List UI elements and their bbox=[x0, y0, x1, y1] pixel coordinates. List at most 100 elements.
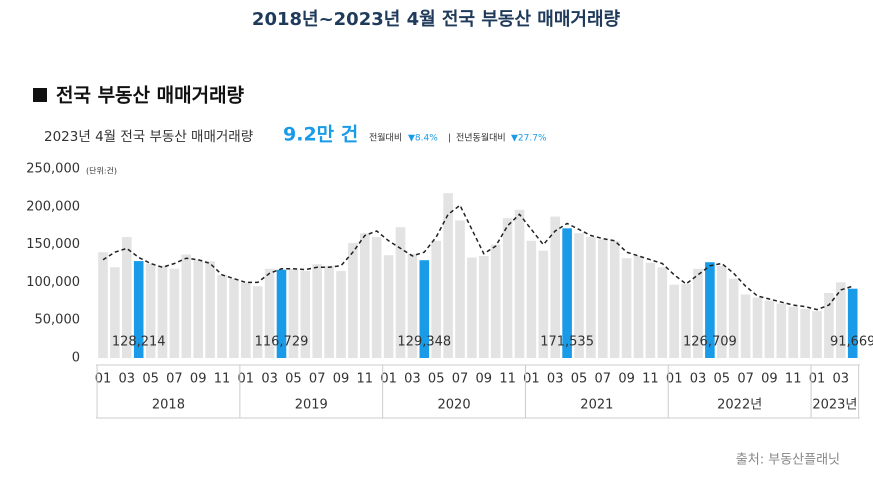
x-tick-label: 07 bbox=[595, 372, 612, 387]
bar bbox=[324, 265, 334, 358]
x-tick-label: 09 bbox=[190, 372, 207, 387]
x-tick-label: 01 bbox=[809, 372, 826, 387]
bar bbox=[812, 311, 822, 358]
bar bbox=[550, 216, 560, 358]
x-tick-label: 09 bbox=[618, 372, 635, 387]
x-tick-label: 03 bbox=[833, 372, 850, 387]
group-label: 2019 bbox=[295, 398, 328, 413]
bar bbox=[312, 264, 322, 358]
bar bbox=[824, 292, 834, 358]
bar bbox=[764, 300, 775, 358]
note: 전월대비 bbox=[369, 132, 402, 144]
bar bbox=[538, 250, 549, 358]
bar bbox=[360, 233, 370, 358]
x-tick-label: 11 bbox=[499, 372, 516, 387]
headline: 9.2만 건 bbox=[283, 124, 358, 146]
note: | bbox=[448, 134, 451, 144]
x-tick-label: 05 bbox=[285, 372, 302, 387]
unit: (단위:건) bbox=[86, 166, 117, 176]
x-tick-label: 03 bbox=[261, 372, 278, 387]
bar bbox=[621, 258, 632, 358]
bar bbox=[288, 268, 299, 358]
x-tick-label: 11 bbox=[357, 372, 374, 387]
bar bbox=[562, 228, 572, 358]
page-title: 2018년~2023년 4월 전국 부동산 매매거래량 bbox=[252, 9, 621, 30]
bar bbox=[407, 253, 418, 358]
x-tick-label: 03 bbox=[404, 372, 421, 387]
bar bbox=[479, 255, 489, 358]
bar bbox=[169, 268, 180, 358]
bar bbox=[157, 265, 168, 358]
bar bbox=[633, 255, 644, 358]
y-tick-label: 0 bbox=[72, 351, 80, 366]
bar bbox=[300, 271, 311, 358]
bar bbox=[598, 239, 608, 358]
value-label: 128,214 bbox=[112, 335, 166, 350]
value-label: 91,669 bbox=[830, 335, 873, 350]
bar bbox=[371, 237, 382, 358]
x-tick-label: 11 bbox=[214, 372, 231, 387]
bar bbox=[693, 268, 703, 358]
source: 출처: 부동산플래닛 bbox=[736, 453, 840, 468]
x-tick-label: 09 bbox=[761, 372, 778, 387]
subtitle: 2023년 4월 전국 부동산 매매거래량 bbox=[44, 129, 253, 145]
bar bbox=[264, 268, 275, 358]
bar bbox=[122, 237, 132, 358]
bar bbox=[574, 233, 584, 358]
title-square bbox=[33, 88, 47, 102]
x-tick-label: 07 bbox=[452, 372, 469, 387]
bar bbox=[728, 278, 739, 358]
bar bbox=[681, 283, 691, 358]
chart-title: 전국 부동산 매매거래량 bbox=[56, 85, 245, 107]
group-label: 2023년 bbox=[812, 398, 857, 413]
x-tick-label: 07 bbox=[737, 372, 754, 387]
bar bbox=[740, 294, 751, 358]
bar bbox=[252, 286, 263, 358]
x-tick-label: 11 bbox=[642, 372, 659, 387]
bar bbox=[110, 267, 120, 358]
bar bbox=[669, 284, 679, 358]
bar bbox=[133, 261, 144, 358]
x-tick-label: 07 bbox=[166, 372, 183, 387]
bar bbox=[645, 262, 656, 358]
value-label: 116,729 bbox=[255, 335, 309, 350]
x-tick-label: 09 bbox=[476, 372, 493, 387]
x-tick-label: 01 bbox=[238, 372, 255, 387]
bar bbox=[241, 282, 251, 358]
group-label: 2021 bbox=[580, 398, 613, 413]
note: ▼8.4% bbox=[408, 134, 438, 144]
bar bbox=[336, 271, 346, 358]
bar bbox=[526, 240, 537, 358]
bar bbox=[443, 193, 453, 358]
y-tick-label: 150,000 bbox=[26, 237, 80, 252]
note: ▼27.7% bbox=[511, 134, 547, 144]
bar bbox=[847, 288, 858, 358]
bar bbox=[705, 262, 715, 358]
trend-line bbox=[102, 204, 853, 311]
bar bbox=[276, 269, 287, 358]
x-tick-label: 01 bbox=[666, 372, 683, 387]
bar bbox=[419, 260, 430, 358]
note: 전년동월대비 bbox=[456, 132, 506, 144]
bar bbox=[514, 209, 525, 358]
x-tick-label: 03 bbox=[119, 372, 136, 387]
bar bbox=[348, 243, 358, 358]
x-tick-label: 05 bbox=[571, 372, 588, 387]
bar bbox=[467, 257, 477, 358]
value-label: 171,535 bbox=[540, 335, 594, 350]
bar bbox=[752, 297, 763, 358]
y-tick-label: 50,000 bbox=[35, 313, 81, 328]
value-label: 126,709 bbox=[683, 335, 737, 350]
x-tick-label: 07 bbox=[309, 372, 326, 387]
bar bbox=[609, 240, 620, 358]
y-tick-label: 100,000 bbox=[26, 275, 80, 290]
bar bbox=[455, 220, 465, 358]
bar bbox=[217, 274, 227, 358]
bar bbox=[776, 303, 787, 358]
bar bbox=[229, 278, 239, 358]
x-tick-label: 09 bbox=[333, 372, 350, 387]
x-tick-label: 01 bbox=[523, 372, 540, 387]
x-tick-label: 11 bbox=[785, 372, 802, 387]
bar bbox=[205, 261, 215, 358]
